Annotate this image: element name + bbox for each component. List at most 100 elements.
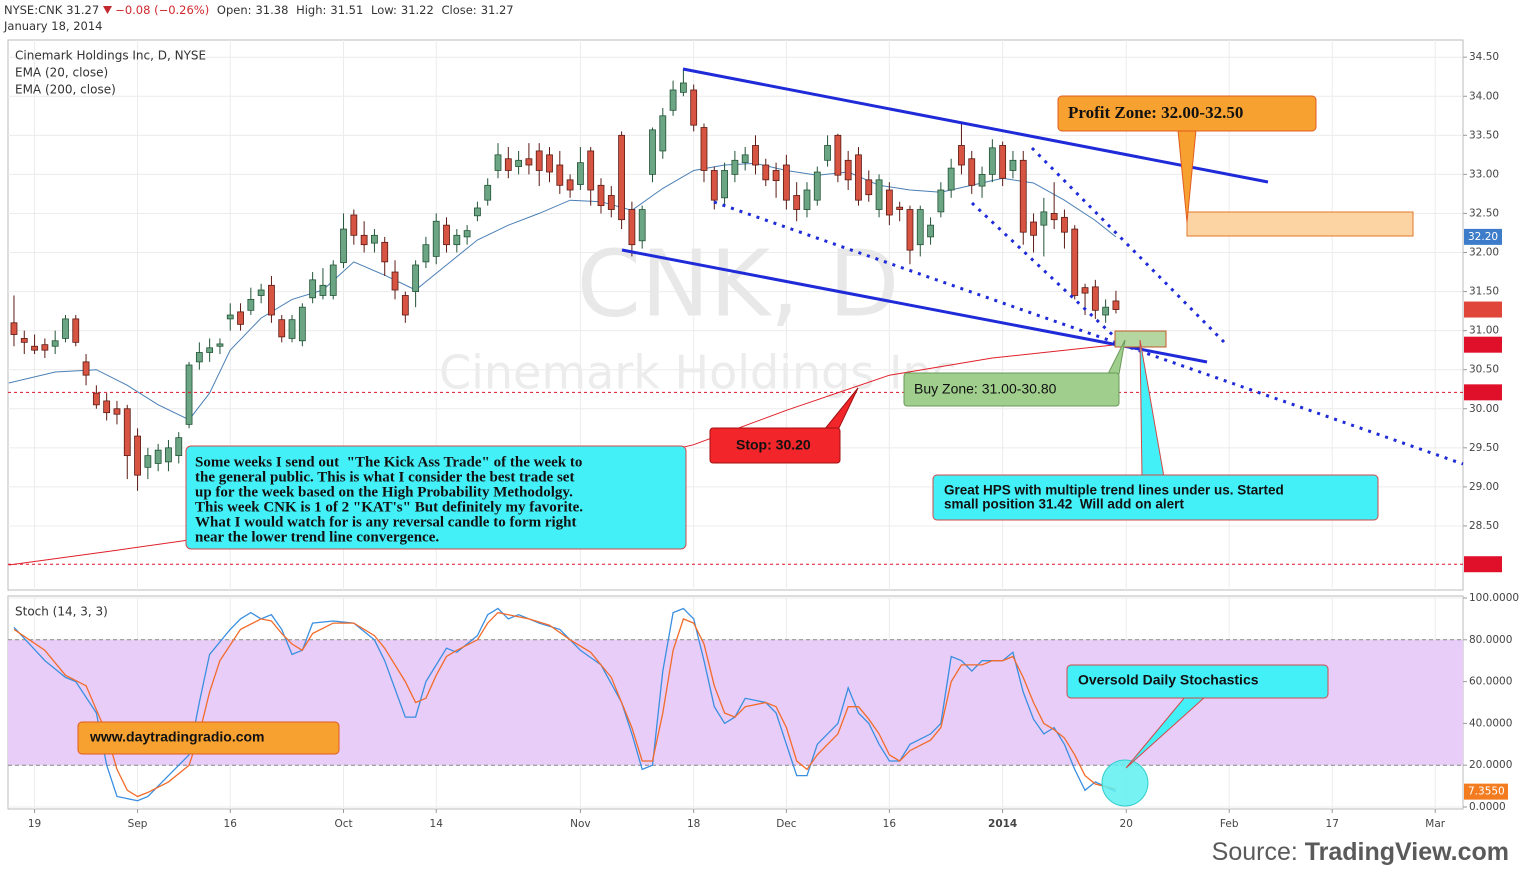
y-tick-label: 34.00 [1469,90,1499,102]
candle-body [978,173,986,187]
candle-body [309,279,317,299]
candle-body [649,129,656,175]
y-tick-label: 32.50 [1469,207,1499,219]
y-tick-label: 80.0000 [1469,634,1512,646]
candle-body [360,234,368,246]
annotation: www.daytradingradio.com [89,729,265,745]
candle-body [31,345,38,351]
candle-body [607,195,615,210]
low: 31.22 [400,3,434,17]
open: 31.38 [255,3,289,17]
candle-body [577,162,584,185]
candle-body [659,115,667,152]
down-arrow [103,6,113,14]
candle-body [463,230,471,238]
candle-body [298,306,306,342]
profit-zone-box [1186,211,1414,237]
candle-body [968,158,976,186]
annotation: Oversold Daily Stochastics [1078,672,1259,688]
quote-line: NYSE:CNK 31.27 −0.08 (−0.26%) Open: 31.38 H… [4,2,518,18]
high: 31.51 [330,3,364,17]
candle-body [710,170,718,201]
candle-body [144,455,152,468]
x-tick-label: Mar [1425,818,1445,830]
price-tag [1464,384,1502,401]
close: 31.27 [480,3,514,17]
candle-body [1091,286,1099,311]
candle-body [855,154,862,201]
candle-body [896,206,904,210]
y-tick-label: 31.00 [1469,325,1499,337]
candle-body [412,264,420,292]
annotation: This week CNK is 1 of 2 "KAT's" But defi… [195,499,583,515]
candle-body [741,154,749,164]
candle-body [494,154,502,171]
change: −0.08 (−0.26%) [115,3,210,17]
y-tick-label: 29.00 [1469,481,1499,493]
candle-body [988,147,996,175]
hps-callout [932,474,1379,521]
x-tick-label: Dec [776,818,797,830]
annotation: up for the week based on the High Probab… [195,484,573,500]
open-label: Open: [216,3,252,17]
candle-body [51,340,59,347]
x-tick-label: 16 [883,818,897,830]
series-line [13,607,1117,802]
candle-body [865,179,873,196]
trend-line [970,201,1120,342]
candle-body [371,234,378,244]
annotation: Some weeks I send out "The Kick Ass Trad… [195,454,582,470]
source: Source: TradingView.com [1212,838,1509,867]
candle-body [288,319,296,339]
stoch-title: Stoch (14, 3, 3) [15,605,108,619]
candle-body [958,145,965,166]
candle-body [381,241,389,263]
buy-callout [903,372,1120,407]
candle-body [1019,159,1027,233]
x-tick-label: 17 [1326,818,1339,830]
y-tick-label: 100.0000 [1469,592,1519,604]
candle-body [700,127,708,171]
y-tick-label: 34.50 [1469,51,1499,63]
candle-body [350,214,358,236]
data [8,70,1463,802]
candle-body [752,145,759,166]
x-tick-label: 2014 [988,818,1017,830]
candle-body [690,89,698,126]
annotation: Profit Zone: 32.00-32.50 [1068,103,1243,122]
candle-body [1061,216,1068,233]
candle-body [1102,306,1110,316]
price-tag-label: 7.3550 [1468,786,1505,798]
watermark-name: Cinemark Holdings Inc [439,346,957,400]
x-tick-label: 16 [224,818,238,830]
candle-body [927,224,934,238]
x-tick-label: 20 [1120,818,1133,830]
annotation: Stop: 30.20 [736,437,811,453]
candle-body [762,164,770,181]
trend-line [621,248,1208,364]
oversold-callout [1066,664,1329,699]
candle-body [772,170,780,182]
candle-body [628,209,636,246]
candle-body [237,311,244,325]
candle-body [41,344,49,351]
y-tick-label: 60.0000 [1469,676,1512,688]
axes: 34.50 34.00 33.50 33.00 32.50 32.00 31.50 31.00… [28,51,1519,830]
price-tag-label: 32.20 [1468,231,1498,243]
candle-body [504,158,512,171]
candle-body [422,244,430,263]
watermark-symbol: CNK, D [577,230,900,337]
candle-body [443,224,450,246]
candle-body [679,82,687,93]
candle-body [947,167,955,191]
candle-body [916,209,924,246]
candle-body [247,298,255,311]
x-tick-label: 14 [430,818,444,830]
candle-body [268,284,275,316]
x-tick-label: 19 [28,818,41,830]
candle-body [793,195,801,210]
price-tag [1464,228,1502,245]
price-tag [1464,783,1508,800]
candle-body [1009,159,1017,171]
